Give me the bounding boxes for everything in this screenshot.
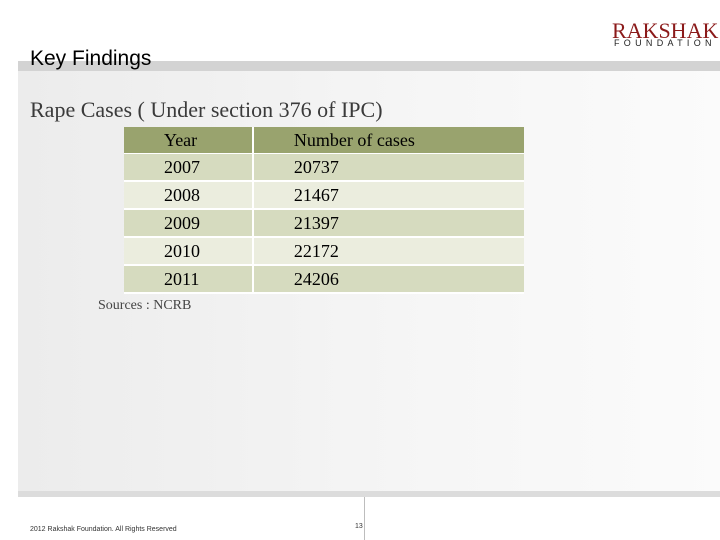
table-header-row: Year Number of cases [124, 127, 524, 154]
cases-cell: 20737 [251, 153, 524, 182]
page-number: 13 [355, 523, 363, 530]
header-title: Key Findings [30, 47, 152, 70]
year-cell: 2011 [124, 265, 253, 294]
year-cell: 2009 [124, 209, 253, 238]
cases-cell: 21467 [251, 181, 524, 210]
column-header-cases: Number of cases [251, 127, 524, 154]
slide-title: Rape Cases ( Under section 376 of IPC) [30, 97, 383, 122]
column-header-year: Year [124, 127, 253, 154]
footer-bar [18, 491, 720, 497]
cases-cell: 21397 [251, 209, 524, 238]
header-divider-bar [18, 61, 720, 71]
table-row: 2008 21467 [124, 181, 524, 210]
cases-cell: 24206 [251, 265, 524, 294]
logo-subtitle: FOUNDATION [614, 38, 716, 48]
cases-cell: 22172 [251, 237, 524, 266]
table-row: 2009 21397 [124, 209, 524, 238]
table-row: 2010 22172 [124, 237, 524, 266]
year-cell: 2010 [124, 237, 253, 266]
table-row: 2011 24206 [124, 265, 524, 294]
year-cell: 2007 [124, 153, 253, 182]
copyright-text: 2012 Rakshak Foundation. All Rights Rese… [30, 526, 177, 533]
year-cell: 2008 [124, 181, 253, 210]
sources-note: Sources : NCRB [98, 298, 192, 313]
cases-table: Year Number of cases 2007 20737 2008 214… [124, 127, 524, 294]
logo-wordmark: RAKSHAK [612, 18, 719, 43]
rakshak-logo: RAKSHAK FOUNDATION [612, 20, 718, 49]
footer-divider [364, 497, 365, 540]
table-row: 2007 20737 [124, 153, 524, 182]
